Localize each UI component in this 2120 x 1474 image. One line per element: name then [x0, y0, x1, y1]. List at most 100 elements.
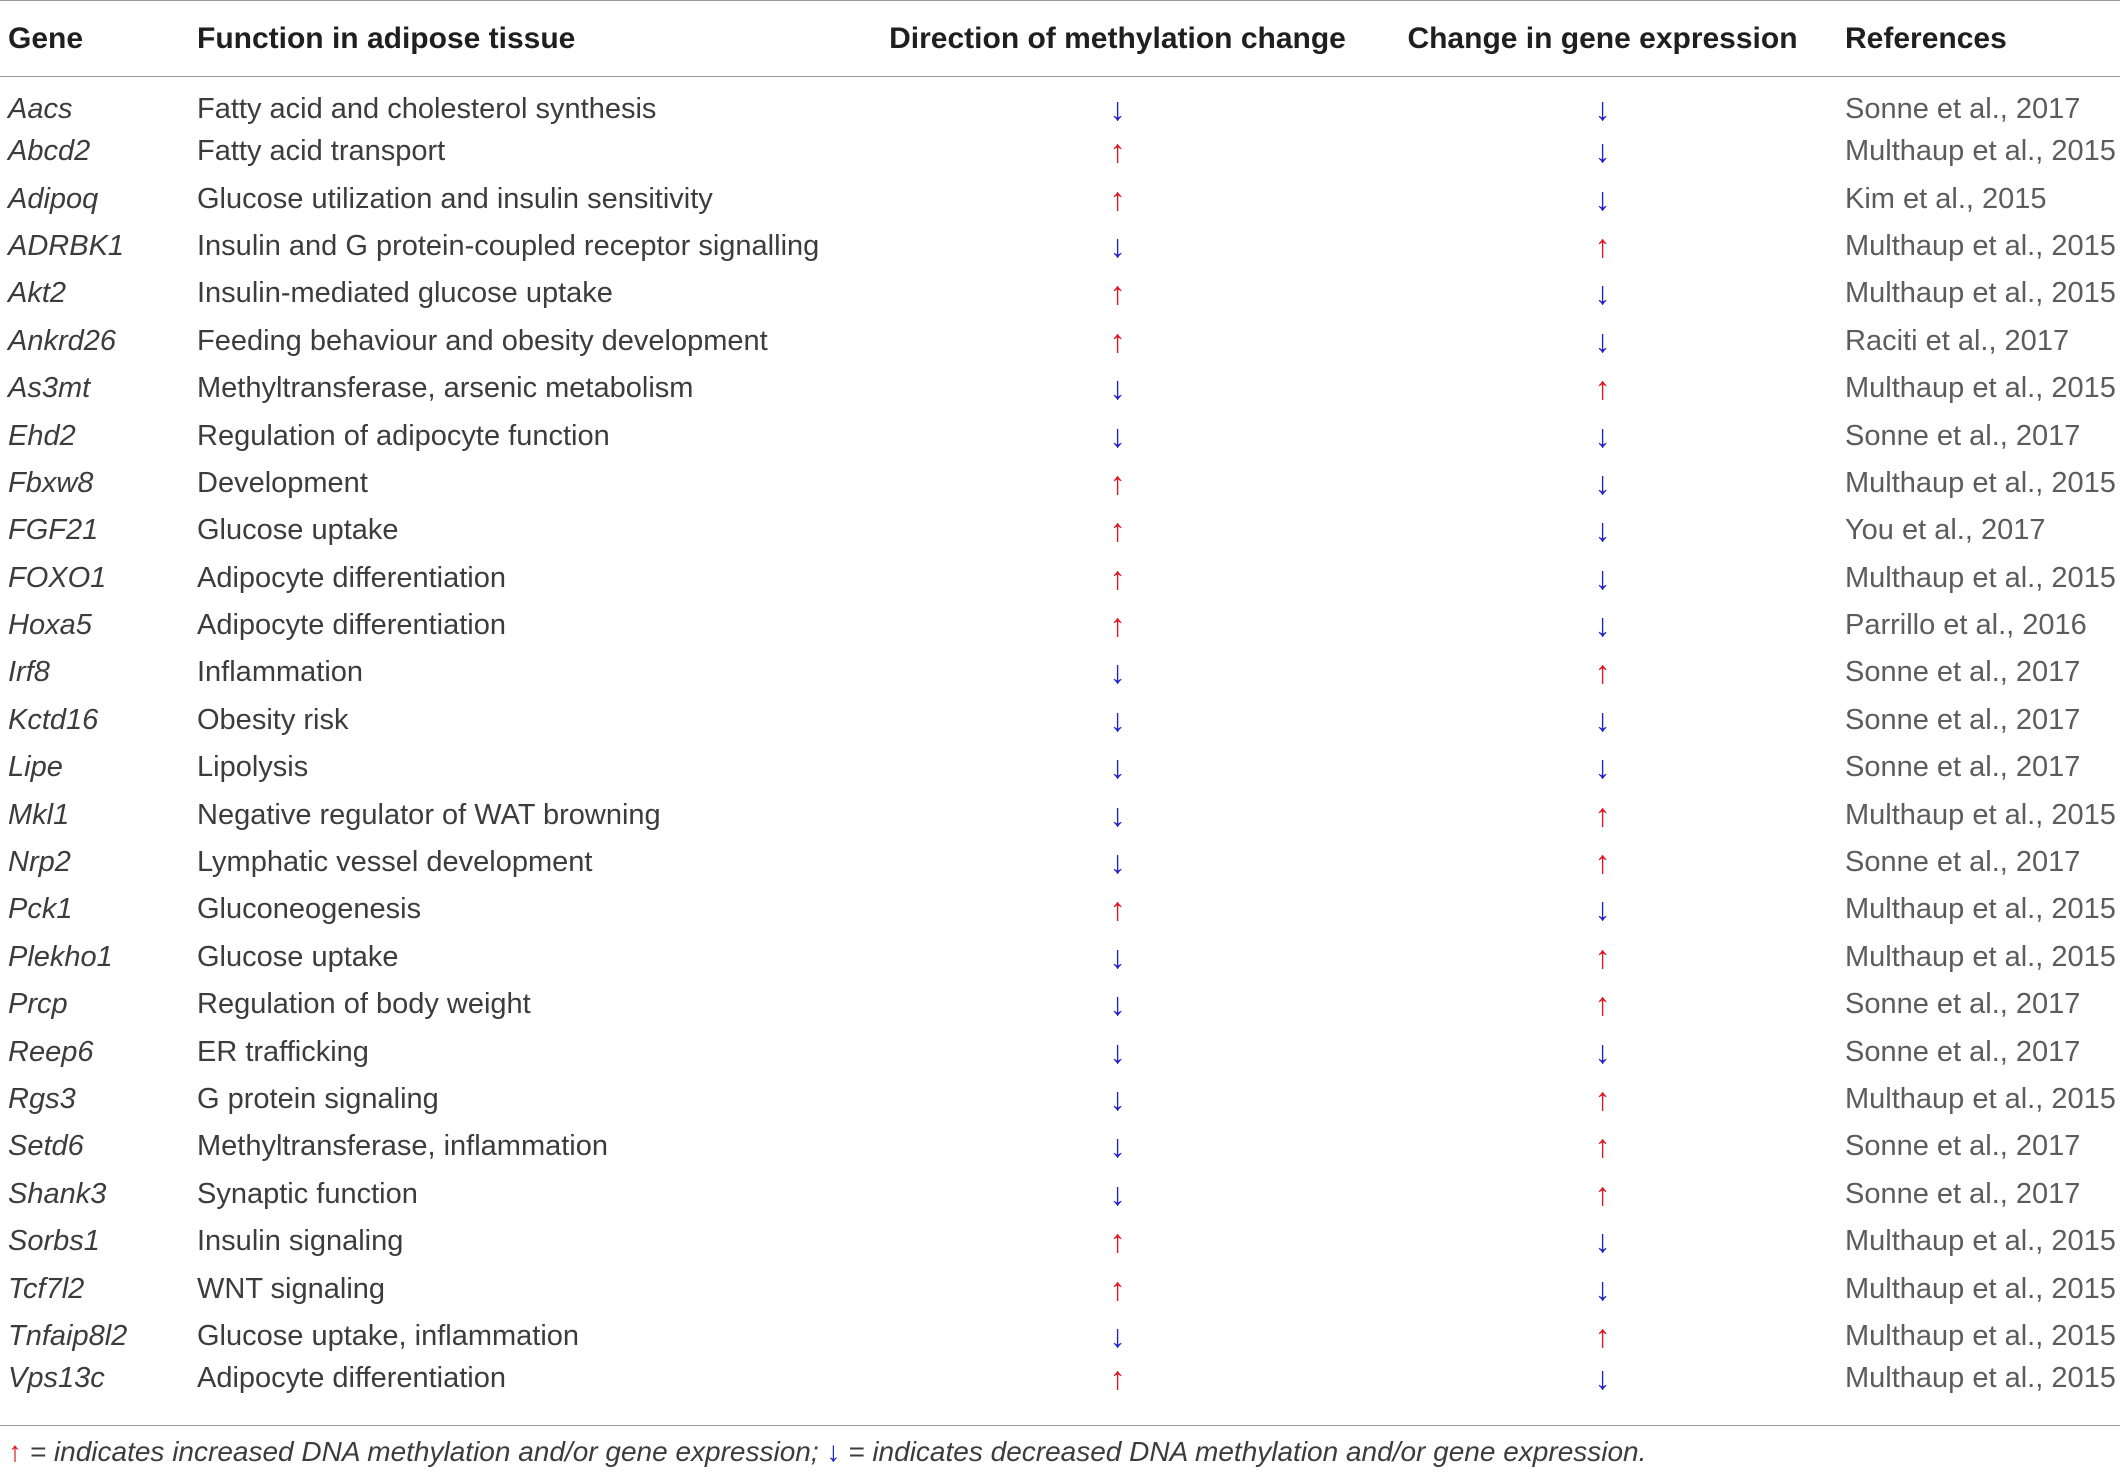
arrow-down-icon: ↓: [1109, 227, 1126, 264]
arrow-down-icon: ↓: [1109, 701, 1126, 738]
arrow-up-icon: ↑: [1594, 227, 1611, 264]
gene-name: Pck1: [8, 893, 73, 926]
table-row: Abcd2 Fatty acid transport ↑ ↓ Multhaup et a…: [0, 128, 2120, 175]
gene-name: As3mt: [8, 372, 91, 405]
gene-name: Nrp2: [8, 846, 71, 879]
arrow-down-icon: ↓: [1594, 322, 1611, 359]
arrow-down-icon: ↓: [1109, 417, 1126, 454]
header-function: Function in adipose tissue: [197, 0, 875, 77]
arrow-up-icon: ↑: [1594, 654, 1611, 691]
table-row: Sorbs1 Insulin signaling ↑ ↓ Multhaup et al.…: [0, 1218, 2120, 1265]
gene-name: Tnfaip8l2: [8, 1319, 128, 1352]
arrow-up-icon: ↑: [1109, 607, 1126, 644]
methylation-cell: ↑: [875, 886, 1360, 933]
table-row: As3mt Methyltransferase, arsenic metaboli…: [0, 365, 2120, 412]
arrow-up-icon: ↑: [1109, 180, 1126, 217]
reference: Multhaup et al., 2015: [1845, 798, 2116, 831]
expression-cell: ↑: [1360, 981, 1845, 1028]
expression-cell: ↓: [1360, 507, 1845, 554]
expression-cell: ↓: [1360, 744, 1845, 791]
gene-function: Gluconeogenesis: [197, 893, 422, 926]
arrow-down-icon: ↓: [1594, 417, 1611, 454]
gene-function: Adipocyte differentiation: [197, 609, 507, 642]
gene-name: Lipe: [8, 751, 63, 784]
gene-function: Synaptic function: [197, 1177, 418, 1210]
reference: Multhaup et al., 2015: [1845, 1225, 2116, 1258]
table-row: Pck1 Gluconeogenesis ↑ ↓ Multhaup et al., 20…: [0, 886, 2120, 933]
expression-cell: ↓: [1360, 1265, 1845, 1312]
table-row: Tcf7l2 WNT signaling ↑ ↓ Multhaup et al., 20…: [0, 1265, 2120, 1312]
arrow-up-icon: ↑: [1109, 133, 1126, 170]
gene-name: Hoxa5: [8, 609, 92, 642]
gene-function: Fatty acid and cholesterol synthesis: [197, 93, 657, 125]
expression-cell: ↓: [1360, 270, 1845, 317]
arrow-up-icon: ↑: [1109, 464, 1126, 501]
methylation-cell: ↓: [875, 1171, 1360, 1218]
table-header: Gene Function in adipose tissue Directio…: [0, 0, 2120, 77]
gene-function: Glucose utilization and insulin sensitiv…: [197, 182, 713, 215]
table-row: ADRBK1 Insulin and G protein-coupled rece…: [0, 223, 2120, 270]
gene-function: ER trafficking: [197, 1035, 369, 1068]
arrow-up-icon: ↑: [1109, 275, 1126, 312]
arrow-down-icon: ↓: [1594, 512, 1611, 549]
expression-cell: ↓: [1360, 697, 1845, 744]
arrow-down-icon: ↓: [1109, 986, 1126, 1023]
table-row: Setd6 Methyltransferase, inflammation ↓ ↑ So…: [0, 1123, 2120, 1170]
table-row: Adipoq Glucose utilization and insulin se…: [0, 175, 2120, 222]
gene-name: Ankrd26: [8, 324, 117, 357]
expression-cell: ↓: [1360, 77, 1845, 129]
reference: Multhaup et al., 2015: [1845, 561, 2116, 594]
expression-cell: ↓: [1360, 602, 1845, 649]
reference: Sonne et al., 2017: [1845, 656, 2081, 689]
methylation-cell: ↓: [875, 1028, 1360, 1075]
reference: Multhaup et al., 2015: [1845, 1362, 2116, 1395]
arrow-down-icon: ↓: [1594, 1033, 1611, 1070]
methylation-cell: ↑: [875, 507, 1360, 554]
gene-table-container: Gene Function in adipose tissue Directio…: [0, 0, 2120, 1396]
gene-name: ADRBK1: [8, 229, 125, 262]
reference: Sonne et al., 2017: [1845, 93, 2081, 125]
gene-function: Lipolysis: [197, 751, 309, 784]
table-row: Hoxa5 Adipocyte differentiation ↑ ↓ Parrillo…: [0, 602, 2120, 649]
methylation-cell: ↓: [875, 649, 1360, 696]
arrow-down-icon: ↓: [1594, 91, 1611, 127]
gene-function: Fatty acid transport: [197, 135, 446, 168]
methylation-cell: ↑: [875, 1265, 1360, 1312]
arrow-up-icon: ↑: [1594, 1175, 1611, 1212]
reference: Multhaup et al., 2015: [1845, 893, 2116, 926]
methylation-cell: ↑: [875, 555, 1360, 602]
methylation-cell: ↓: [875, 1076, 1360, 1123]
expression-cell: ↑: [1360, 1171, 1845, 1218]
table-row: Reep6 ER trafficking ↓ ↓ Sonne et al., 2017: [0, 1028, 2120, 1075]
gene-function: G protein signaling: [197, 1083, 439, 1115]
reference: Kim et al., 2015: [1845, 182, 2047, 215]
gene-function: Inflammation: [197, 656, 364, 689]
arrow-down-icon: ↓: [1109, 91, 1126, 127]
table-row: Rgs3 G protein signaling ↓ ↑ Multhaup et al.…: [0, 1076, 2120, 1123]
arrow-down-icon: ↓: [1594, 1270, 1611, 1307]
reference: Multhaup et al., 2015: [1845, 1319, 2116, 1352]
arrow-down-icon: ↓: [1594, 180, 1611, 217]
reference: Multhaup et al., 2015: [1845, 229, 2116, 262]
table-row: Mkl1 Negative regulator of WAT browning ↓ ↑…: [0, 791, 2120, 838]
methylation-cell: ↑: [875, 175, 1360, 222]
methylation-cell: ↑: [875, 128, 1360, 175]
arrow-up-icon: ↑: [1109, 559, 1126, 596]
methylation-cell: ↓: [875, 1313, 1360, 1360]
reference: Multhaup et al., 2015: [1845, 277, 2116, 310]
reference: Sonne et al., 2017: [1845, 751, 2081, 784]
arrow-down-icon: ↓: [1594, 275, 1611, 312]
gene-function: Obesity risk: [197, 703, 349, 736]
table-row: Irf8 Inflammation ↓ ↑ Sonne et al., 2017: [0, 649, 2120, 696]
table-row: Lipe Lipolysis ↓ ↓ Sonne et al., 2017: [0, 744, 2120, 791]
arrow-up-icon: ↑: [1594, 796, 1611, 833]
expression-cell: ↓: [1360, 555, 1845, 602]
reference: Multhaup et al., 2015: [1845, 940, 2116, 973]
gene-function: Regulation of body weight: [197, 988, 531, 1021]
gene-name: Ehd2: [8, 419, 76, 452]
arrow-up-icon: ↑: [1594, 1128, 1611, 1165]
header-gene: Gene: [0, 0, 197, 77]
methylation-cell: ↓: [875, 223, 1360, 270]
reference: Parrillo et al., 2016: [1845, 609, 2087, 642]
footnote-down-arrow-icon: ↓: [826, 1436, 841, 1467]
